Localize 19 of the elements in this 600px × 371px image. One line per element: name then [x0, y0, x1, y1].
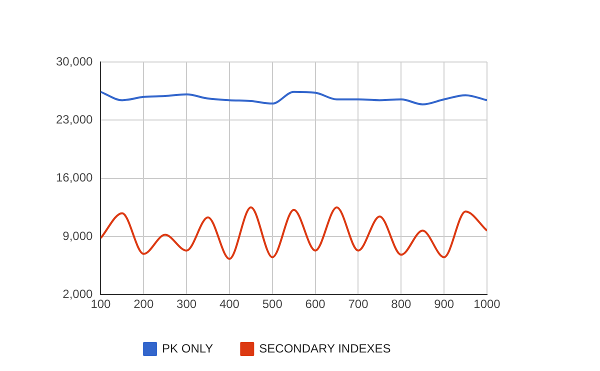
legend-label: PK ONLY	[162, 341, 214, 356]
y-tick-label: 30,000	[56, 54, 94, 68]
y-tick-label: 2,000	[62, 286, 94, 301]
x-tick-label: 200	[134, 297, 154, 312]
line-series	[100, 206, 487, 260]
x-tick-label: 400	[219, 297, 240, 312]
x-tick-label: 900	[434, 297, 454, 312]
x-tick-label: 500	[262, 297, 283, 312]
y-tick-label: 16,000	[56, 170, 94, 185]
x-tick-label: 1000	[474, 297, 501, 312]
legend-label: SECONDARY INDEXES	[259, 341, 391, 356]
y-tick-label: 23,000	[56, 112, 94, 126]
y-tick-label: 9,000	[62, 228, 94, 243]
line-series	[100, 90, 487, 106]
x-tick-label: 100	[90, 297, 112, 312]
x-tick-label: 700	[348, 297, 369, 312]
x-tick-label: 300	[176, 297, 197, 312]
x-tick-label: 800	[391, 297, 412, 312]
x-tick-label: 600	[305, 297, 326, 312]
